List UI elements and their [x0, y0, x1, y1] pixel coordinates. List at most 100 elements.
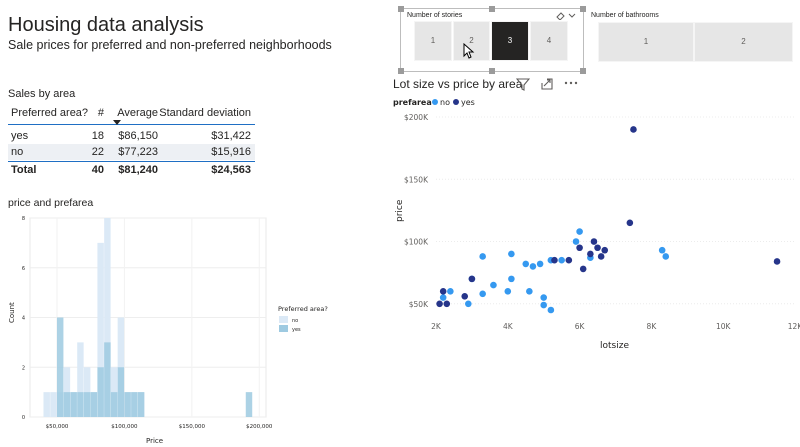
table-row[interactable]: no 22 $77,223 $15,916	[8, 144, 255, 160]
cell-total-label: Total	[11, 164, 37, 176]
resize-handle[interactable]	[398, 68, 404, 74]
scatter-point-yes	[579, 265, 587, 273]
histogram-y-tick-label: 6	[22, 266, 25, 272]
scatter-point-yes	[594, 244, 601, 252]
histogram-x-tick-label: $150,000	[179, 424, 206, 430]
scatter-point-no	[558, 256, 565, 264]
scatter-point-yes	[773, 258, 781, 265]
bathroom-option-1[interactable]: 1	[598, 22, 694, 62]
scatter-point-no	[439, 294, 447, 301]
scatter-point-no	[504, 288, 512, 295]
sort-descending-icon	[113, 120, 121, 125]
slicer-option-4[interactable]: 4	[530, 21, 568, 61]
histogram-title: price and prefarea	[8, 197, 94, 209]
more-options-icon[interactable]	[563, 79, 579, 87]
scatter-legend-label-no: no	[440, 98, 450, 107]
histogram-ticks: 0 2 4 6 8 $50,000 $100,000 $150,000 $200,000	[22, 216, 273, 430]
scatter-chart: prefarea no yes $50K $100K $150K $200K 2K 4K 6…	[393, 98, 800, 351]
resize-handle[interactable]	[580, 68, 586, 74]
slicer-stories-title: Number of stories	[407, 12, 463, 19]
scatter-y-tick-label: $100K	[404, 238, 429, 247]
scatter-point-yes	[439, 288, 447, 295]
table-row[interactable]: yes 18 $86,150 $31,422	[8, 128, 255, 144]
scatter-point-no	[529, 263, 537, 270]
scatter-point-no	[465, 300, 472, 308]
histogram-x-axis-label: Price	[146, 437, 163, 445]
histogram-bar-yes	[117, 367, 125, 417]
resize-handle[interactable]	[580, 6, 586, 12]
slicer-option-3-selected[interactable]: 3	[491, 21, 529, 61]
scatter-x-axis-label: lotsize	[600, 341, 629, 351]
scatter-point-yes	[565, 256, 573, 264]
scatter-y-tick-label: $200K	[404, 113, 429, 122]
cell-std-dev: $15,916	[211, 146, 251, 158]
scatter-x-tick-label: 4K	[503, 322, 514, 331]
histogram-legend-label-yes: yes	[292, 327, 301, 333]
scatter-points	[436, 126, 781, 314]
scatter-point-no	[447, 288, 454, 295]
histogram-bar-yes	[131, 392, 138, 417]
scatter-grid	[436, 116, 795, 305]
column-header-preferred-area[interactable]: Preferred area?	[11, 107, 89, 119]
scatter-x-tick-label: 8K	[647, 322, 658, 331]
slicer-option-2[interactable]: 2	[453, 21, 490, 61]
scatter-point-no	[540, 301, 547, 309]
slicer-number-of-bathrooms[interactable]: Number of bathrooms 1 2	[591, 8, 793, 70]
scatter-legend-marker-no	[432, 99, 438, 105]
scatter-point-yes	[587, 250, 594, 258]
column-header-average[interactable]: Average	[117, 107, 158, 119]
histogram-bar-yes	[83, 392, 91, 417]
column-header-count[interactable]: #	[97, 107, 104, 119]
histogram-bar-yes	[104, 342, 111, 417]
histogram-bar-yes	[97, 367, 104, 417]
slicer-option-1[interactable]: 1	[414, 21, 452, 61]
scatter-point-no	[490, 281, 497, 289]
table-header-row: Preferred area? # Average Standard devia…	[8, 104, 255, 125]
scatter-point-no	[508, 250, 515, 258]
histogram-bar-yes	[90, 392, 98, 417]
scatter-point-yes	[597, 253, 605, 260]
histogram-bar-yes	[245, 392, 253, 417]
scatter-point-no	[479, 290, 486, 298]
histogram-bar-yes	[124, 392, 131, 417]
focus-mode-icon[interactable]	[540, 77, 554, 91]
histogram-bar-no	[77, 342, 84, 417]
scatter-point-no	[479, 253, 486, 260]
histogram-bar-yes	[77, 392, 84, 417]
cell-average: $77,223	[118, 146, 158, 158]
table-total-row: Total 40 $81,240 $24,563	[8, 161, 255, 178]
filter-icon[interactable]	[516, 77, 530, 91]
scatter-point-yes	[461, 293, 469, 300]
column-header-std-dev[interactable]: Standard deviation	[159, 107, 251, 119]
histogram-legend-swatch-yes	[279, 325, 288, 332]
histogram-legend-swatch-no	[279, 316, 288, 323]
scatter-x-tick-label: 12K	[788, 322, 800, 331]
cell-total-count: 40	[91, 164, 104, 176]
histogram-x-tick-label: $100,000	[111, 424, 138, 430]
cell-count: 18	[91, 130, 104, 142]
table-title: Sales by area	[8, 88, 76, 100]
scatter-point-yes	[626, 219, 634, 227]
scatter-point-yes	[468, 275, 476, 283]
histogram-bar-yes	[70, 392, 77, 417]
scatter-y-axis-label: price	[395, 199, 405, 222]
histogram-y-tick-label: 8	[22, 216, 25, 222]
cell-area: no	[11, 146, 24, 158]
scatter-point-no	[576, 228, 583, 235]
cell-average: $86,150	[118, 130, 158, 142]
scatter-x-tick-label: 2K	[431, 322, 442, 331]
resize-handle[interactable]	[489, 68, 495, 74]
histogram-bar-no	[43, 392, 50, 417]
scatter-point-yes	[576, 244, 583, 252]
slicer-number-of-stories[interactable]: Number of stories 1 2 3 4	[398, 6, 586, 74]
eraser-icon[interactable]	[555, 11, 577, 20]
cell-total-average: $81,240	[118, 164, 158, 176]
resize-handle[interactable]	[489, 6, 495, 12]
scatter-legend-label-yes: yes	[461, 98, 475, 107]
bathroom-option-2[interactable]: 2	[694, 22, 793, 62]
scatter-point-yes	[551, 256, 558, 264]
histogram-bars	[43, 218, 253, 417]
scatter-point-yes	[590, 238, 598, 245]
histogram-bar-no	[50, 392, 57, 417]
resize-handle[interactable]	[398, 6, 404, 12]
